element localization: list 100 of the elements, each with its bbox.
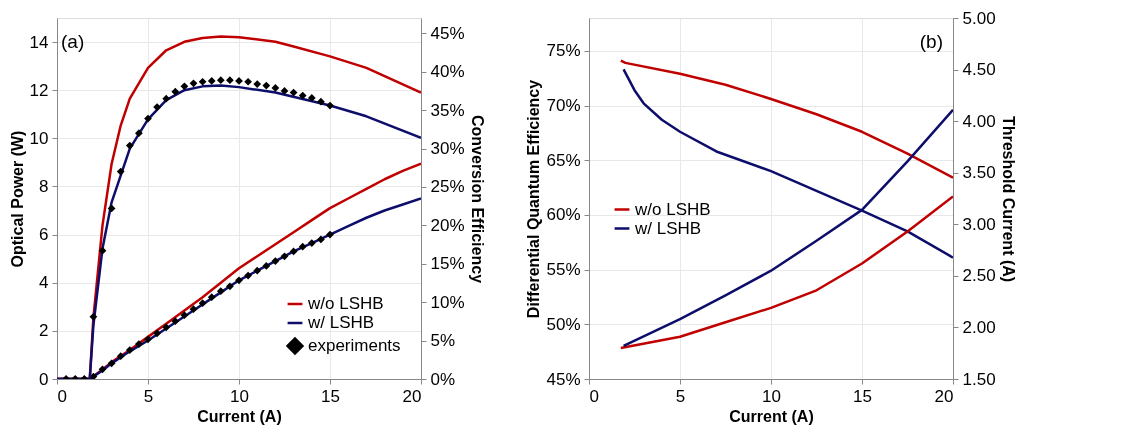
point [189, 305, 198, 314]
point [326, 230, 334, 239]
point [216, 287, 225, 296]
y2-tick-label: 2.50 [962, 266, 996, 286]
point [298, 242, 307, 251]
line-series [619, 195, 953, 350]
y-tick-label: 10 [29, 128, 49, 148]
y2-tick-label: 4.00 [962, 111, 996, 131]
legend-label: w/o LSHB [634, 199, 711, 219]
x-tick-label: 0 [57, 386, 67, 406]
y2-axis-title: Threshold Current (A) [999, 115, 1017, 283]
y2-tick-label: 30% [430, 139, 465, 159]
point [207, 293, 216, 302]
x-tick-label: 20 [934, 386, 954, 406]
y2-tick-label: 5.00 [962, 8, 996, 28]
point [280, 87, 289, 95]
annotation: (b) [919, 31, 943, 52]
point [289, 247, 298, 256]
point [216, 76, 225, 85]
y-tick-label: 55% [546, 260, 581, 280]
legend-label: experiments [308, 336, 401, 355]
point [253, 80, 262, 88]
legend-label: w/o LSHB [307, 294, 384, 313]
x-axis-title: Current (A) [197, 407, 282, 425]
y2-tick-label: 3.50 [962, 163, 996, 183]
y-tick-label: 50% [546, 314, 581, 334]
point [207, 77, 216, 85]
point [326, 101, 334, 110]
point [180, 311, 189, 320]
y2-tick-label: 3.00 [962, 214, 996, 234]
x-tick-label: 15 [853, 386, 872, 406]
point [280, 252, 289, 261]
point [235, 276, 243, 285]
point [89, 312, 98, 321]
point [125, 346, 134, 354]
point [116, 167, 125, 176]
x-tick-label: 10 [762, 386, 781, 406]
point [171, 87, 180, 96]
y2-tick-label: 0% [430, 369, 456, 389]
point [198, 299, 207, 308]
y-tick-label: 2 [39, 321, 49, 341]
point [153, 103, 161, 111]
y2-tick-label: 10% [430, 292, 465, 312]
y2-tick-label: 40% [430, 62, 465, 82]
point [226, 282, 234, 291]
point [162, 94, 171, 103]
x-tick-label: 10 [230, 386, 249, 406]
y2-tick-label: 5% [430, 331, 456, 351]
y-tick-label: 0 [39, 369, 49, 389]
y2-tick-label: 20% [430, 215, 465, 235]
point [189, 79, 198, 88]
point [271, 84, 280, 92]
y-tick-label: 6 [39, 225, 49, 245]
annotation: (a) [61, 31, 85, 52]
y-axis-title: Differential Quantum Efficiency [525, 79, 543, 319]
point [116, 352, 125, 361]
point [226, 76, 234, 85]
y-tick-label: 70% [546, 96, 581, 116]
point [135, 340, 143, 348]
x-tick-label: 5 [143, 386, 154, 406]
y-tick-label: 4 [39, 273, 49, 293]
x-axis-title: Current (A) [729, 407, 814, 425]
y2-tick-label: 25% [430, 177, 465, 197]
y-tick-label: 75% [546, 41, 581, 61]
point [153, 329, 161, 338]
point [162, 323, 171, 332]
y2-tick-label: 1.50 [962, 369, 996, 389]
point [98, 365, 107, 374]
point [144, 335, 152, 344]
y-tick-label: 65% [546, 150, 581, 170]
legend-label: w/ LSHB [307, 313, 375, 332]
x-tick-label: 20 [402, 386, 422, 406]
y-tick-label: 12 [29, 80, 49, 100]
point [307, 239, 316, 247]
point [317, 97, 325, 106]
point [262, 81, 271, 90]
x-tick-label: 5 [675, 386, 686, 406]
y-tick-label: 45% [546, 369, 581, 389]
y2-tick-label: 15% [430, 254, 465, 274]
y-tick-label: 60% [546, 205, 581, 225]
point [317, 235, 325, 244]
point [244, 77, 252, 86]
point [171, 317, 180, 326]
point [144, 114, 152, 123]
point [271, 257, 280, 265]
y2-tick-label: 4.50 [962, 60, 996, 80]
point [98, 246, 107, 255]
y2-tick-label: 35% [430, 100, 465, 120]
point [107, 359, 116, 368]
y2-tick-label: 45% [430, 23, 465, 43]
legend-label: w/ LSHB [634, 218, 702, 238]
y-axis-title: Optical Power (W) [8, 130, 26, 268]
x-tick-label: 0 [589, 386, 599, 406]
y-tick-label: 14 [29, 32, 49, 52]
point [262, 262, 271, 270]
point [125, 141, 134, 150]
point [307, 94, 316, 102]
x-tick-label: 15 [321, 386, 340, 406]
y-tick-label: 8 [39, 176, 49, 196]
point [135, 129, 143, 138]
